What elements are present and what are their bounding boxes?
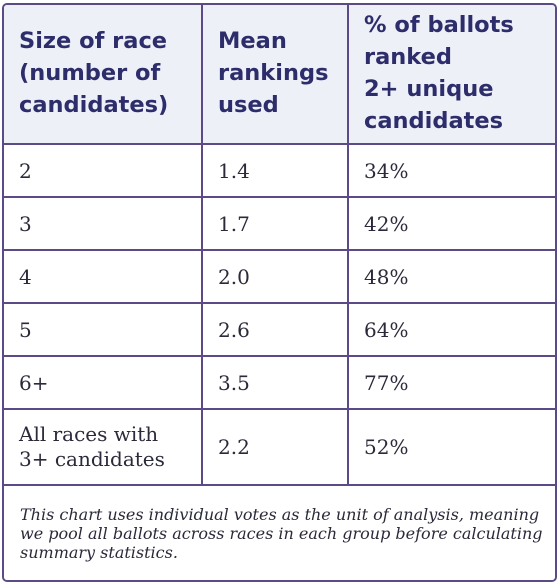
cell-pct-ballots: 64% [347,302,555,357]
header-row: Size of race (number of candidates) Mean… [4,5,555,145]
cell-race-size: 6+ [4,355,203,410]
header-pct-ballots: % of ballots ranked 2+ unique candidates [347,5,555,145]
table-row-all-races: All races with 3+ candidates 2.2 52% [4,408,555,486]
ranked-choice-table: Size of race (number of candidates) Mean… [4,5,555,580]
table-row: 6+ 3.5 77% [4,355,555,410]
table-footnote: This chart uses individual votes as the … [4,484,555,580]
cell-pct-ballots: 42% [347,196,555,251]
table-row: 3 1.7 42% [4,196,555,251]
cell-pct-ballots: 34% [347,143,555,198]
cell-mean-rankings: 2.0 [201,249,349,304]
cell-race-size: 4 [4,249,203,304]
cell-mean-rankings: 1.7 [201,196,349,251]
cell-mean-rankings: 3.5 [201,355,349,410]
cell-race-size: 2 [4,143,203,198]
table-row: 2 1.4 34% [4,143,555,198]
cell-race-size: 3 [4,196,203,251]
table-row: 5 2.6 64% [4,302,555,357]
cell-pct-ballots: 77% [347,355,555,410]
header-mean-rankings: Mean rankings used [201,5,349,145]
cell-race-size-label: All races with 3+ candidates [19,422,165,471]
header-mean-rankings-label: Mean rankings used [218,28,329,118]
cell-mean-rankings: 1.4 [201,143,349,198]
footnote-row: This chart uses individual votes as the … [4,484,555,580]
cell-race-size: All races with 3+ candidates [4,408,203,486]
table-row: 4 2.0 48% [4,249,555,304]
cell-pct-ballots: 48% [347,249,555,304]
header-pct-ballots-label: % of ballots ranked 2+ unique candidates [364,12,514,134]
cell-race-size: 5 [4,302,203,357]
header-race-size-label: Size of race (number of candidates) [19,28,169,118]
cell-mean-rankings: 2.6 [201,302,349,357]
cell-mean-rankings: 2.2 [201,408,349,486]
ranked-choice-table-container: Size of race (number of candidates) Mean… [2,3,557,582]
header-race-size: Size of race (number of candidates) [4,5,203,145]
cell-pct-ballots: 52% [347,408,555,486]
